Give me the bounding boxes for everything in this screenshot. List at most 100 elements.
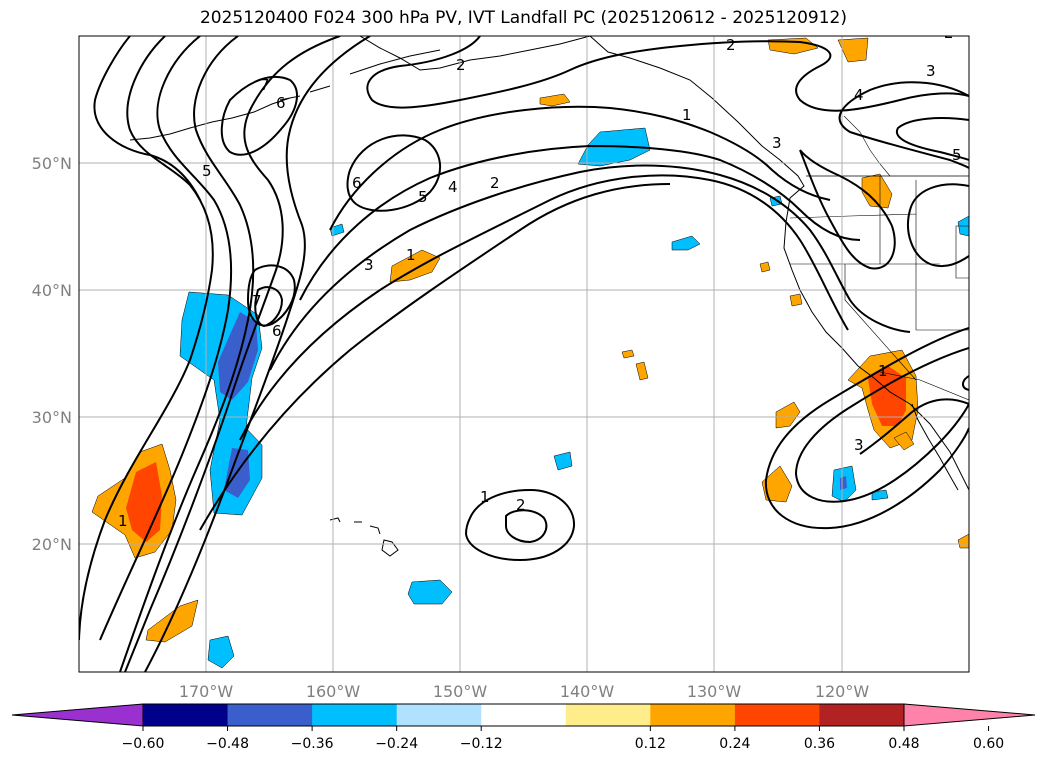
colorbar-tick-label: −0.36: [291, 736, 334, 752]
contour-line: [79, 36, 214, 641]
contour-label: 3: [926, 62, 936, 80]
contour-line: [505, 509, 548, 544]
contour-label: 6: [272, 322, 282, 340]
colorbar-tick-label: 0.24: [719, 736, 750, 752]
contour-label: 3: [364, 256, 374, 274]
contour-label: 2: [456, 56, 466, 74]
contour-line: [99, 36, 232, 641]
contour-line: [366, 36, 969, 112]
contour-label: 1: [406, 246, 416, 264]
contour-label: 2: [944, 24, 954, 42]
pv-contours: [79, 36, 969, 672]
positive-region: [761, 465, 793, 503]
contour-line: [269, 164, 911, 371]
contour-line: [838, 81, 969, 169]
contour-label: 7: [252, 292, 262, 310]
contour-label: 6: [276, 94, 286, 112]
colorbar-tick-label: −0.12: [460, 736, 503, 752]
colorbar-segment: [819, 704, 905, 726]
positive-region: [893, 431, 915, 451]
contour-label: 6: [352, 174, 362, 192]
contour-line: [794, 347, 969, 503]
lon-label: 120°W: [815, 682, 870, 701]
negative-strong-region: [218, 312, 258, 400]
state-borders: [789, 176, 969, 401]
contour-label: 2: [726, 36, 736, 54]
contour-line: [246, 264, 296, 327]
lon-label: 130°W: [687, 682, 742, 701]
north-america-coast: [589, 36, 969, 491]
contour-line: [895, 117, 969, 161]
positive-region: [145, 599, 199, 643]
colorbar-tick-label: −0.60: [122, 736, 165, 752]
contour-line: [220, 75, 298, 156]
contour-line: [859, 398, 969, 455]
contour-label: 1: [878, 362, 888, 380]
contour-label: 3: [772, 134, 782, 152]
lat-label: 20°N: [32, 535, 72, 554]
lon-label: 160°W: [306, 682, 361, 701]
contour-line: [119, 36, 255, 672]
graticule: [79, 36, 969, 672]
contour-label: 5: [952, 146, 962, 164]
negative-strong-region: [840, 476, 847, 490]
colorbar-extend-high: [903, 703, 1036, 727]
lon-labels: 170°W 160°W 150°W 140°W 130°W 120°W: [179, 682, 870, 701]
positive-region: [389, 249, 441, 283]
negative-region: [407, 579, 453, 605]
coastlines: [129, 36, 969, 557]
contour-line: [464, 488, 576, 562]
colorbar-tick-label: 0.60: [973, 736, 1004, 752]
plot-title: 2025120400 F024 300 hPa PV, IVT Landfall…: [199, 8, 847, 28]
negative-region: [671, 235, 701, 251]
contour-label: 5: [202, 162, 212, 180]
positive-region: [621, 349, 635, 359]
contour-line: [299, 144, 861, 301]
contour-label: 7: [260, 76, 270, 94]
contour-label: 2: [516, 496, 526, 514]
contour-line: [239, 174, 849, 441]
canada-province-border: [843, 115, 891, 177]
colorbar-segment: [143, 704, 229, 726]
contour-line: [93, 36, 201, 201]
positive-region: [789, 293, 803, 307]
lat-label: 50°N: [32, 154, 72, 173]
contour-label: 1: [682, 106, 692, 124]
positive-region: [759, 261, 771, 273]
contour-line: [199, 183, 671, 531]
colorbar-ticks: −0.60 −0.48 −0.36 −0.24 −0.12 0.12 0.24 0.36 0.4…: [122, 726, 1004, 752]
contour-line: [254, 286, 284, 328]
colorbar-segment: [312, 704, 398, 726]
lat-labels: 50°N 40°N 30°N 20°N: [32, 154, 72, 554]
colorbar-tick-label: 0.12: [635, 736, 666, 752]
contour-label: 4: [448, 178, 458, 196]
colorbar-segment: [734, 704, 820, 726]
colorbar-frame: [142, 703, 905, 727]
negative-region: [207, 635, 235, 669]
lon-label: 150°W: [433, 682, 488, 701]
contour-line: [907, 183, 969, 268]
contour-label: 1: [118, 512, 128, 530]
colorbar-segment: [227, 704, 313, 726]
contour-label: 5: [418, 188, 428, 206]
contour-label: 1: [480, 488, 490, 506]
contour-line: [124, 36, 341, 672]
colorbar-segment: [396, 704, 482, 726]
positive-region: [635, 361, 649, 381]
negative-region: [871, 489, 889, 501]
negative-region: [553, 451, 573, 471]
colorbar-tick-label: −0.24: [375, 736, 418, 752]
contour-label: 4: [854, 86, 864, 104]
contour-label: 2: [490, 174, 500, 192]
hawaii-islands: [329, 517, 399, 557]
contour-line: [764, 327, 969, 530]
colorbar-extend-low: [11, 703, 144, 727]
contour-line: [329, 105, 831, 231]
lon-label: 140°W: [560, 682, 615, 701]
colorbar-tick-label: −0.48: [206, 736, 249, 752]
colorbar-tick-label: 0.48: [888, 736, 919, 752]
map-frame: [78, 35, 970, 673]
contour-label: 3: [854, 436, 864, 454]
map-content: 2 2 4 5 3 1 2 1 3 4 5 6 7 6 5 7 6 3 2 1 …: [79, 24, 969, 672]
